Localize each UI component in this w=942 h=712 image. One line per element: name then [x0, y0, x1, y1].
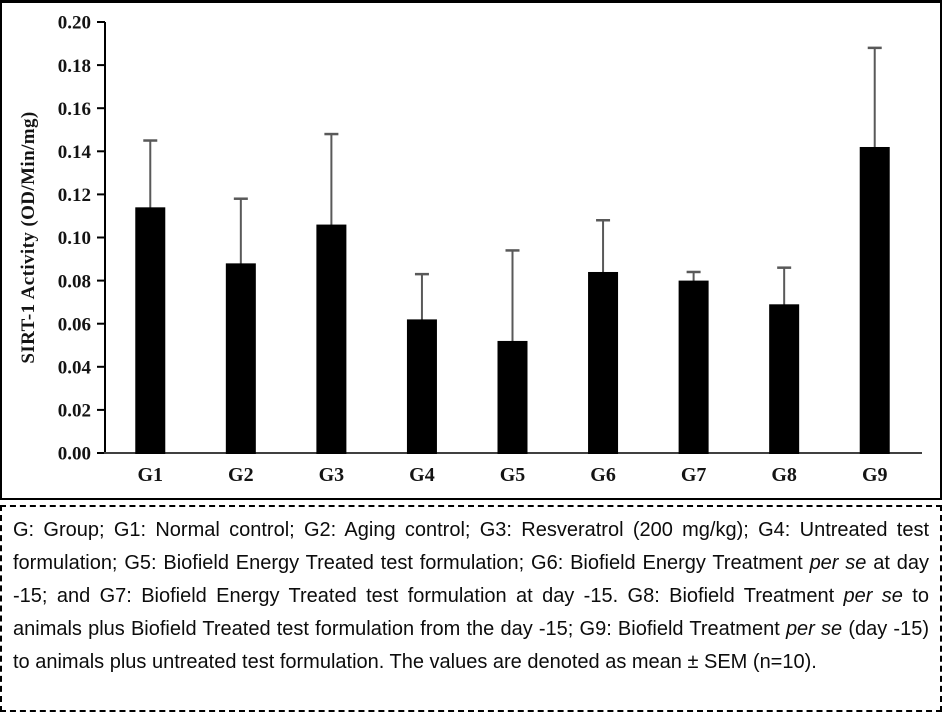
y-tick-label: 0.14: [58, 142, 92, 163]
x-label-G8: G8: [771, 464, 797, 486]
y-tick-label: 0.06: [58, 314, 91, 335]
y-tick-label: 0.00: [58, 444, 91, 465]
caption-segment: G: Group; G1: Normal control; G2: Aging …: [13, 519, 929, 574]
bar-G6: [588, 271, 619, 454]
bar-G3: [316, 224, 347, 454]
x-label-G2: G2: [228, 464, 254, 486]
bar-G2: [225, 263, 256, 454]
y-tick-label: 0.20: [58, 13, 91, 34]
y-tick-label: 0.08: [58, 271, 91, 292]
caption-segment: to animals plus Biofield Treated test fo…: [13, 585, 929, 640]
y-axis-title: SIRT-1 Activity (OD/Min/mg): [18, 111, 39, 363]
y-tick-label: 0.16: [58, 99, 91, 120]
x-label-G9: G9: [862, 464, 888, 486]
x-label-G1: G1: [137, 464, 163, 486]
bar-G8: [769, 304, 800, 454]
caption-text: G: Group; G1: Normal control; G2: Aging …: [13, 514, 929, 679]
caption-panel: G: Group; G1: Normal control; G2: Aging …: [0, 505, 942, 712]
caption-segment: (day -15) to animals plus untreated test…: [13, 618, 929, 673]
chart-panel: 0.00 0.02 0.04 0.06 0.08 0.10 0.12 0.14 0.16 0.18…: [0, 0, 942, 500]
bar-chart: 0.00 0.02 0.04 0.06 0.08 0.10 0.12 0.14 0.16 0.18…: [18, 13, 922, 486]
y-tick-label: 0.12: [58, 185, 91, 206]
caption-segment: at day -15; and G7: Biofield Energy Trea…: [13, 552, 929, 607]
y-tick-label: 0.02: [58, 401, 91, 422]
bar-G1: [135, 207, 166, 454]
x-label-G5: G5: [500, 464, 526, 486]
caption-italic-segment: per se: [809, 552, 867, 574]
bar-G4: [406, 319, 437, 454]
x-label-G3: G3: [319, 464, 345, 486]
bar-G9: [859, 146, 890, 455]
y-tick-label: 0.18: [58, 56, 91, 77]
y-tick-label: 0.10: [58, 228, 91, 249]
caption-italic-segment: per se: [843, 585, 903, 607]
bar-G5: [497, 340, 528, 454]
x-label-G7: G7: [681, 464, 707, 486]
bar-G7: [678, 280, 709, 454]
x-label-G6: G6: [590, 464, 616, 486]
caption-italic-segment: per se: [785, 618, 843, 640]
x-label-G4: G4: [409, 464, 435, 486]
y-tick-label: 0.04: [58, 357, 92, 378]
